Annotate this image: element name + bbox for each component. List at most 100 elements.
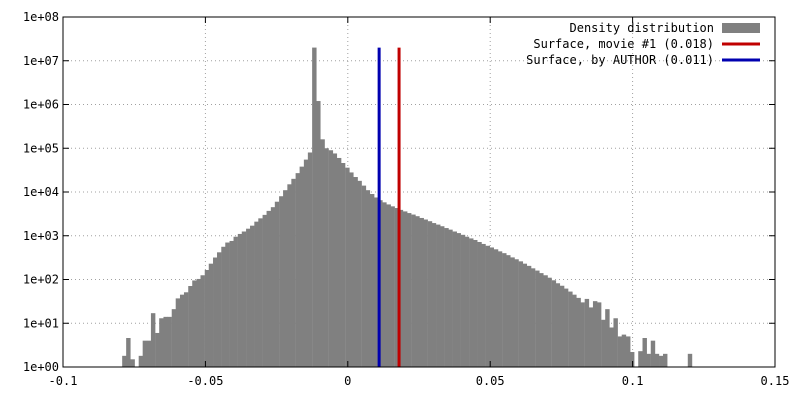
histogram-bar bbox=[167, 316, 172, 367]
histogram-bar bbox=[196, 278, 201, 367]
y-tick-label: 1e+00 bbox=[23, 360, 59, 374]
histogram-bar bbox=[423, 219, 428, 367]
histogram-bar bbox=[489, 247, 494, 367]
histogram-bar bbox=[481, 243, 486, 367]
x-tick-label: 0.1 bbox=[622, 374, 644, 388]
histogram-bar bbox=[638, 351, 643, 367]
histogram-bar bbox=[601, 319, 606, 367]
histogram-bar bbox=[225, 242, 230, 367]
histogram-bar bbox=[328, 150, 334, 367]
histogram-bar bbox=[163, 316, 168, 367]
histogram-bar bbox=[122, 355, 127, 367]
histogram-bar bbox=[130, 359, 135, 367]
histogram-bar bbox=[510, 257, 515, 367]
histogram-bar bbox=[213, 257, 218, 367]
histogram-bar bbox=[291, 178, 296, 367]
histogram-bar bbox=[246, 228, 251, 367]
histogram-bar bbox=[369, 194, 375, 367]
histogram-bar bbox=[613, 318, 618, 367]
histogram-bar bbox=[460, 234, 466, 367]
histogram-bar bbox=[192, 280, 197, 367]
histogram-bar bbox=[324, 148, 329, 367]
histogram-bar bbox=[506, 255, 511, 367]
histogram-bar bbox=[402, 211, 408, 367]
histogram-bar bbox=[497, 251, 503, 367]
histogram-bar bbox=[555, 283, 561, 367]
histogram-bar bbox=[390, 206, 395, 367]
histogram-bar bbox=[646, 353, 651, 367]
histogram-bar bbox=[572, 294, 577, 367]
histogram-bar bbox=[204, 269, 210, 367]
histogram-bar bbox=[539, 273, 544, 367]
histogram-bar bbox=[320, 139, 325, 367]
histogram-bar bbox=[357, 180, 362, 367]
histogram-bar bbox=[609, 327, 614, 367]
histogram-bar bbox=[456, 233, 461, 367]
histogram-bar bbox=[584, 298, 590, 367]
histogram-bar bbox=[522, 263, 528, 367]
histogram-bar bbox=[254, 221, 259, 367]
histogram-bar bbox=[588, 307, 594, 367]
histogram-bar bbox=[382, 202, 387, 367]
histogram-bar bbox=[270, 207, 276, 367]
y-tick-label: 1e+06 bbox=[23, 98, 59, 112]
legend-label-movie: Surface, movie #1 (0.018) bbox=[533, 37, 714, 51]
histogram-bar bbox=[621, 334, 627, 367]
histogram-bar bbox=[605, 309, 610, 367]
histogram-bar bbox=[287, 184, 292, 367]
histogram-bar bbox=[650, 340, 656, 367]
histogram-bar bbox=[580, 302, 585, 367]
histogram-bar bbox=[155, 332, 160, 367]
histogram-bar bbox=[274, 201, 280, 367]
histogram-bar bbox=[316, 101, 321, 367]
histogram-bar bbox=[642, 338, 647, 367]
histogram-bar bbox=[233, 236, 238, 367]
y-tick-label: 1e+04 bbox=[23, 185, 59, 199]
histogram-bar bbox=[175, 298, 181, 367]
histogram-bar bbox=[283, 190, 288, 367]
histogram-bar bbox=[398, 209, 404, 367]
histogram-bar bbox=[469, 238, 474, 367]
histogram-bar bbox=[444, 228, 449, 367]
histogram-bar bbox=[229, 240, 234, 367]
histogram-bar bbox=[200, 275, 205, 367]
histogram-bar bbox=[126, 338, 131, 367]
legend-label-author: Surface, by AUTHOR (0.011) bbox=[526, 53, 714, 67]
histogram-bar bbox=[349, 172, 354, 367]
axis-ticks bbox=[62, 16, 776, 368]
histogram-bar bbox=[217, 252, 222, 367]
histogram-bar bbox=[477, 241, 482, 367]
histogram-bar bbox=[440, 226, 445, 367]
x-tick-label: 0 bbox=[344, 374, 351, 388]
histogram-bar bbox=[659, 355, 664, 367]
histogram-bar bbox=[427, 221, 433, 367]
histogram-bar bbox=[629, 352, 635, 367]
histogram-bar bbox=[617, 336, 623, 367]
histogram-bar bbox=[150, 313, 156, 367]
histogram-bar bbox=[307, 152, 313, 367]
x-axis-tick-labels: -0.1 -0.05 0 0.05 0.1 0.15 bbox=[49, 374, 790, 388]
y-tick-label: 1e+02 bbox=[23, 273, 59, 287]
histogram-bar bbox=[295, 173, 301, 367]
histogram-bar bbox=[336, 157, 342, 367]
histogram-bar bbox=[568, 291, 573, 367]
histogram-bar bbox=[596, 302, 602, 367]
y-tick-label: 1e+07 bbox=[23, 54, 59, 68]
histogram-bar bbox=[530, 268, 536, 367]
y-axis-tick-labels: 1e+00 1e+01 1e+02 1e+03 1e+04 1e+05 1e+06 1e+07… bbox=[23, 10, 59, 374]
histogram-bar bbox=[431, 223, 437, 367]
histogram-bar bbox=[514, 259, 519, 367]
histogram-bar bbox=[406, 213, 412, 367]
histogram-bar bbox=[183, 292, 189, 367]
x-tick-label: -0.1 bbox=[49, 374, 78, 388]
x-tick-label: -0.05 bbox=[187, 374, 223, 388]
y-tick-label: 1e+03 bbox=[23, 229, 59, 243]
histogram-bar bbox=[473, 239, 478, 367]
histogram-bar bbox=[258, 218, 263, 367]
histogram-bar bbox=[332, 153, 338, 367]
histogram-bar bbox=[543, 275, 548, 367]
histogram-bar bbox=[299, 166, 305, 367]
histogram-bar bbox=[654, 353, 660, 367]
histogram-bar bbox=[159, 318, 164, 367]
